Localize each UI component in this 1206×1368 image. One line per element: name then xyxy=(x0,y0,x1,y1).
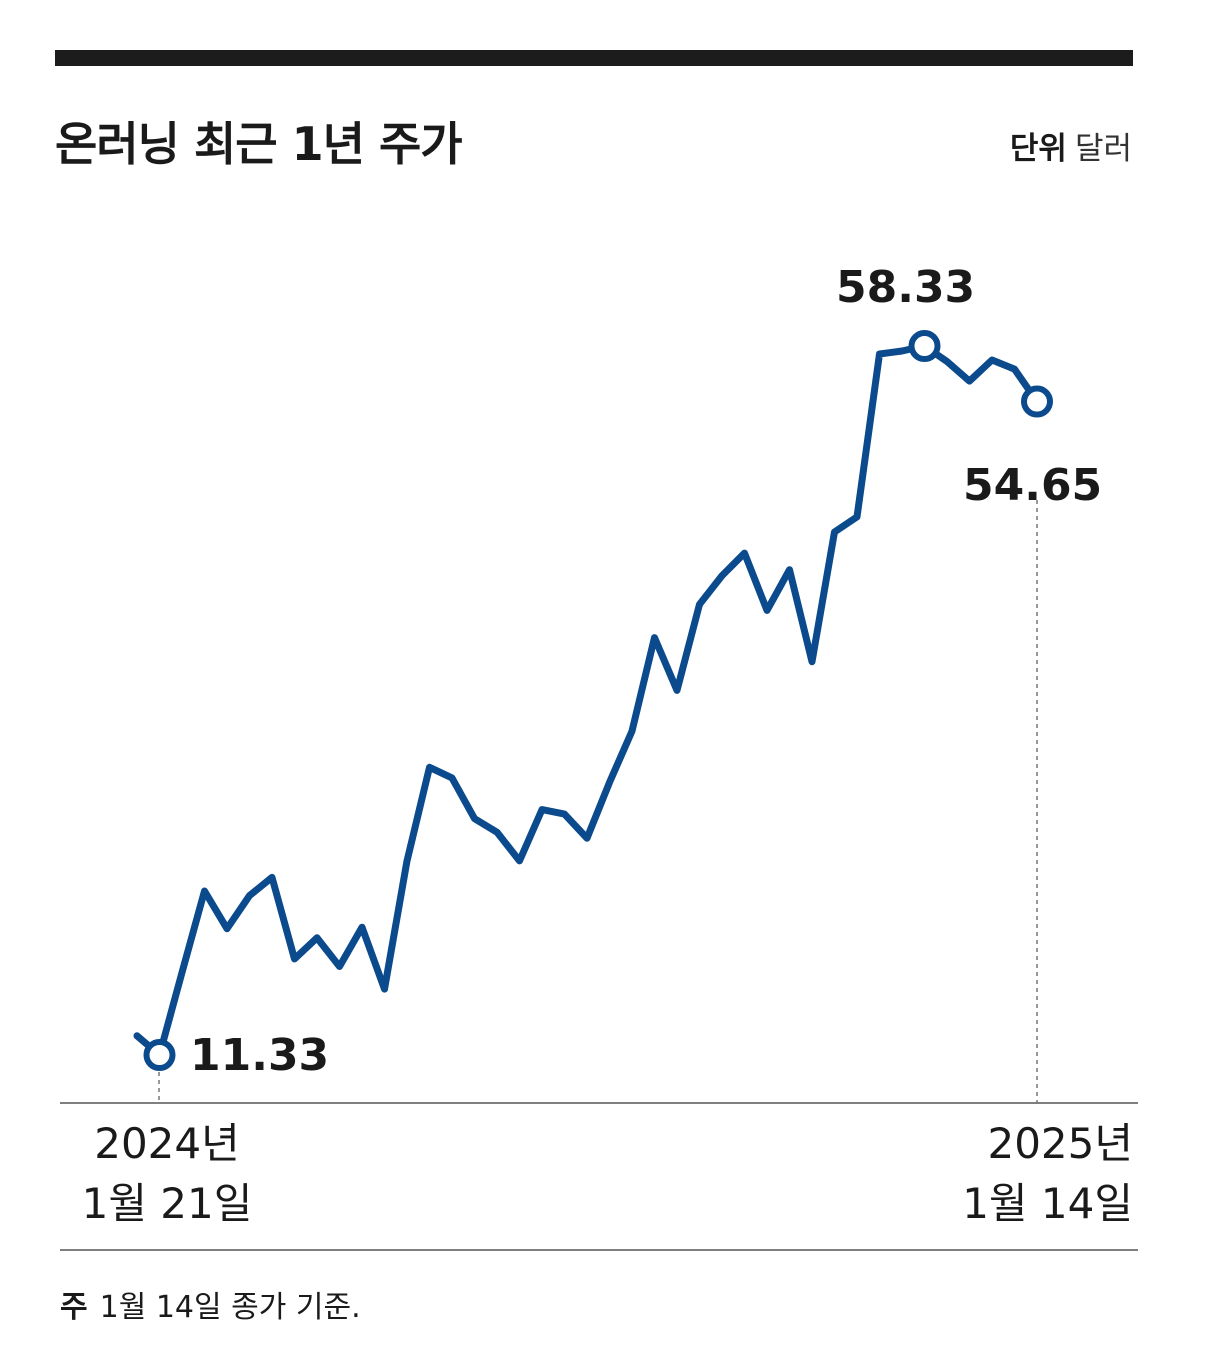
footnote-text: 1월 14일 종가 기준. xyxy=(99,1290,361,1325)
unit-value: 달러 xyxy=(1074,131,1132,167)
top-rule xyxy=(55,50,1133,66)
x-tick-end-date: 1월 14일 xyxy=(962,1179,1133,1228)
footnote: 주 1월 14일 종가 기준. xyxy=(60,1282,361,1326)
price-line-series xyxy=(133,342,1041,1059)
last-point-marker xyxy=(1021,385,1053,418)
low-value-label: 11.33 xyxy=(190,1030,329,1081)
high-value-label: 58.33 xyxy=(836,262,975,313)
x-tick-end-year: 2025년 xyxy=(987,1119,1133,1168)
chart-title: 온러닝 최근 1년 주가 xyxy=(55,117,463,171)
footnote-label: 주 xyxy=(60,1290,88,1325)
low-point-marker xyxy=(143,1039,176,1071)
unit-note: 단위 달러 xyxy=(1010,123,1132,168)
x-tick-start-year: 2024년 xyxy=(94,1119,240,1168)
unit-label: 단위 xyxy=(1009,131,1067,167)
high-point-marker xyxy=(908,330,941,362)
x-tick-start-date: 1월 21일 xyxy=(82,1179,253,1228)
last-value-label: 54.65 xyxy=(963,460,1102,511)
